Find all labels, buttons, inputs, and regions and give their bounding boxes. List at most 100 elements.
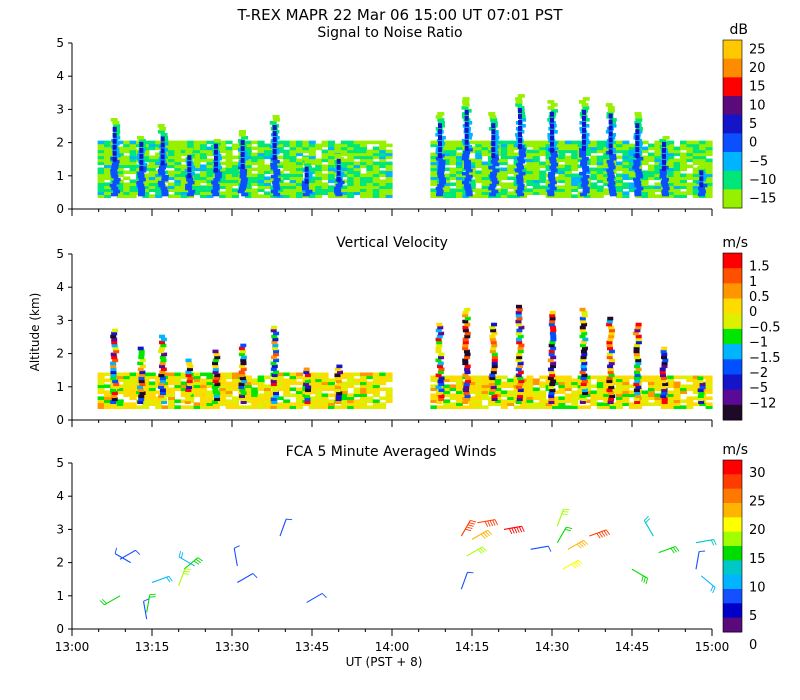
snr-cell [315,188,323,193]
y-tick-label: 0 [56,622,64,636]
snr-cell [500,170,508,175]
velocity-column-cell [463,388,470,393]
velocity-column-cell [515,310,522,315]
wind-barb-flag [675,546,680,552]
velocity-cell [481,390,489,395]
snr-cell [558,188,566,193]
snr-cell [545,167,553,172]
snr-cell [174,170,182,175]
wind-barb-flag [149,593,156,596]
snr-column-cell [659,138,667,143]
snr-column-cell [609,153,617,158]
snr-cell [340,152,348,157]
snr-cell [347,185,355,190]
velocity-cell [475,402,483,406]
velocity-column-cell [515,331,522,336]
snr-column-cell [462,100,470,104]
velocity-column-cell [159,370,166,375]
velocity-column-cell [335,400,342,404]
velocity-column-cell [548,391,555,396]
velocity-cell [507,402,515,406]
snr-cell [296,191,303,195]
velocity-cell [507,390,515,395]
snr-cell [225,158,233,163]
velocity-column-cell [464,316,471,321]
snr-cell [174,188,182,193]
snr-cell [289,161,297,166]
snr-cell [193,140,201,145]
snr-cell [648,176,655,181]
snr-cell [244,164,252,169]
snr-column-cell [109,183,117,188]
snr-cell [564,173,572,178]
snr-cell [321,149,329,154]
snr-cell [692,146,700,151]
snr-cell [443,155,451,160]
velocity-column-cell [161,352,168,357]
velocity-cell [232,384,239,389]
wind-barb-flag [566,526,573,530]
velocity-cell [308,372,316,377]
wind-barb [589,529,607,537]
snr-cell [654,152,662,157]
snr-cell [673,164,681,169]
snr-cell [622,155,630,160]
velocity-cell [340,384,348,389]
snr-cell [193,146,201,151]
velocity-cell [584,381,591,386]
snr-cell [296,149,303,154]
velocity-column-cell [273,394,280,399]
velocity-cell [456,393,463,398]
snr-column-cell [187,180,195,185]
snr-column-cell [138,177,146,182]
snr-cell [616,182,623,187]
y-tick-label: 3 [56,102,64,116]
snr-cell [443,152,451,157]
snr-cell [180,179,188,184]
snr-cell [456,164,463,169]
velocity-cell [705,381,713,386]
snr-cell [129,161,137,166]
snr-cell [494,173,502,178]
snr-cell [526,164,534,169]
velocity-column-cell [464,307,471,312]
velocity-column-cell [581,310,588,315]
velocity-column-cell [698,391,705,396]
snr-cell [321,182,329,187]
snr-cell [481,188,489,193]
velocity-cell [456,402,463,406]
velocity-cell [174,399,182,404]
snr-column-cell [241,135,249,140]
snr-cell [366,164,374,169]
snr-cell [353,176,361,181]
snr-cell [283,167,291,172]
velocity-cell [692,381,700,386]
velocity-column-cell [697,394,704,399]
snr-cell [667,176,675,181]
snr-cell [289,155,297,160]
snr-cell [321,158,329,163]
velocity-column-cell [212,367,219,372]
snr-column-cell [461,171,469,176]
snr-cell [219,146,227,151]
velocity-cell [206,390,214,395]
velocity-column-cell [159,361,166,366]
snr-cell [296,143,303,148]
snr-cell [385,167,393,172]
snr-cell [372,170,380,175]
velocity-column-cell [547,367,554,372]
snr-cell [705,149,713,154]
velocity-column-cell [110,334,117,339]
velocity-cell [577,396,585,401]
snr-column-cell [698,186,706,191]
snr-column-cell [516,162,524,167]
snr-cell [443,140,451,145]
velocity-column-cell [548,352,555,357]
velocity-cell [161,384,169,389]
velocity-cell [257,402,265,406]
snr-cell [244,173,252,178]
snr-column-cell [489,115,497,119]
snr-core-cell [550,117,554,123]
snr-cell [699,146,707,151]
velocity-cell [244,384,252,389]
